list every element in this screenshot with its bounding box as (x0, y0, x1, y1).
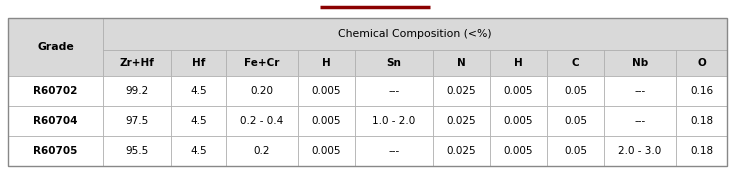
Bar (604, 136, 676, 166)
Text: 0.005: 0.005 (504, 86, 533, 96)
Bar (103, 18, 727, 50)
Bar (171, 76, 226, 106)
Bar (547, 76, 604, 106)
Bar (226, 106, 298, 136)
Text: Grade: Grade (37, 42, 74, 52)
Text: 99.2: 99.2 (125, 86, 148, 96)
Bar (355, 76, 433, 106)
Text: 0.05: 0.05 (564, 116, 587, 126)
Text: 4.5: 4.5 (190, 146, 207, 156)
Bar (226, 136, 298, 166)
Text: O: O (698, 58, 706, 68)
Text: 0.05: 0.05 (564, 86, 587, 96)
Bar (490, 106, 547, 136)
Text: 2.0 - 3.0: 2.0 - 3.0 (618, 146, 662, 156)
Bar (103, 50, 171, 76)
Bar (604, 76, 676, 106)
Bar (355, 106, 433, 136)
Bar (8, 106, 103, 136)
Text: 0.005: 0.005 (504, 146, 533, 156)
Bar (171, 136, 226, 166)
Text: ---: --- (634, 86, 646, 96)
Bar (8, 136, 103, 166)
Bar (103, 76, 171, 106)
Bar (604, 106, 676, 136)
Text: 0.005: 0.005 (504, 116, 533, 126)
Bar (676, 50, 727, 76)
Bar (8, 76, 103, 106)
Bar (676, 136, 727, 166)
Text: 0.18: 0.18 (690, 146, 713, 156)
Text: Nb: Nb (632, 58, 648, 68)
Bar (103, 106, 171, 136)
Text: Fe+Cr: Fe+Cr (244, 58, 280, 68)
Text: H: H (322, 58, 331, 68)
Text: Chemical Composition (<%): Chemical Composition (<%) (338, 29, 492, 39)
Text: 0.005: 0.005 (312, 116, 341, 126)
Text: 4.5: 4.5 (190, 116, 207, 126)
Text: Hf: Hf (192, 58, 206, 68)
Text: Sn: Sn (386, 58, 401, 68)
Text: 0.05: 0.05 (564, 146, 587, 156)
Bar (547, 106, 604, 136)
Text: 0.2 - 0.4: 0.2 - 0.4 (240, 116, 284, 126)
Text: H: H (514, 58, 523, 68)
Text: R60705: R60705 (33, 146, 78, 156)
Bar (171, 106, 226, 136)
Text: ---: --- (388, 86, 400, 96)
Text: R60704: R60704 (33, 116, 78, 126)
Text: ---: --- (634, 116, 646, 126)
Bar (298, 106, 355, 136)
Bar (8, 18, 727, 166)
Text: 95.5: 95.5 (125, 146, 148, 156)
Text: 1.0 - 2.0: 1.0 - 2.0 (372, 116, 416, 126)
Text: 4.5: 4.5 (190, 86, 207, 96)
Bar (490, 50, 547, 76)
Bar (547, 50, 604, 76)
Bar (490, 76, 547, 106)
Text: Zr+Hf: Zr+Hf (119, 58, 154, 68)
Bar (433, 106, 490, 136)
Text: 0.005: 0.005 (312, 86, 341, 96)
Text: R60702: R60702 (33, 86, 78, 96)
Text: 0.18: 0.18 (690, 116, 713, 126)
Bar (433, 50, 490, 76)
Bar (433, 136, 490, 166)
Bar (298, 76, 355, 106)
Text: 0.20: 0.20 (251, 86, 274, 96)
Bar (298, 136, 355, 166)
Bar (433, 76, 490, 106)
Bar (355, 136, 433, 166)
Bar (490, 136, 547, 166)
Text: N: N (457, 58, 466, 68)
Text: C: C (572, 58, 579, 68)
Bar (676, 106, 727, 136)
Text: 0.025: 0.025 (447, 86, 476, 96)
Bar (226, 76, 298, 106)
Text: ---: --- (388, 146, 400, 156)
Bar (676, 76, 727, 106)
Text: 0.025: 0.025 (447, 116, 476, 126)
Bar (604, 50, 676, 76)
Text: 0.005: 0.005 (312, 146, 341, 156)
Bar (103, 136, 171, 166)
Bar (547, 136, 604, 166)
Bar (226, 50, 298, 76)
Text: 0.025: 0.025 (447, 146, 476, 156)
Bar (298, 50, 355, 76)
Text: 0.16: 0.16 (690, 86, 713, 96)
Text: 0.2: 0.2 (254, 146, 270, 156)
Bar (355, 50, 433, 76)
Text: 97.5: 97.5 (125, 116, 148, 126)
Bar (171, 50, 226, 76)
Bar (8, 18, 103, 76)
